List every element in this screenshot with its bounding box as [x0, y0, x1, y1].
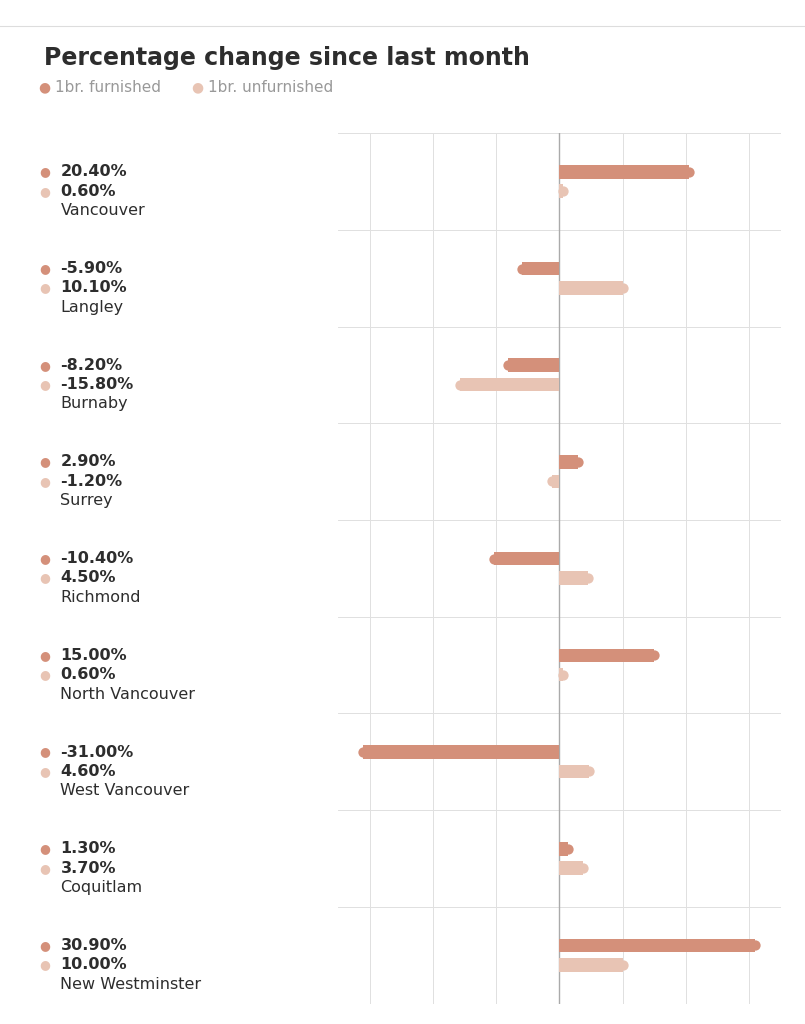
Point: [682, 164, 695, 180]
Bar: [559, 958, 623, 972]
Text: 30.90%: 30.90%: [60, 938, 127, 953]
Text: 1br. unfurnished: 1br. unfurnished: [208, 80, 333, 94]
Text: 4.50%: 4.50%: [60, 570, 116, 586]
Text: North Vancouver: North Vancouver: [60, 686, 196, 701]
Bar: [559, 571, 588, 585]
Text: Surrey: Surrey: [60, 494, 113, 508]
Text: -10.40%: -10.40%: [60, 551, 134, 566]
Point: [557, 667, 570, 683]
Text: ●: ●: [39, 165, 50, 178]
Text: 0.60%: 0.60%: [60, 183, 116, 199]
Bar: [559, 165, 688, 178]
Point: [487, 551, 500, 567]
Text: 1br. furnished: 1br. furnished: [55, 80, 161, 94]
Text: 4.60%: 4.60%: [60, 764, 116, 779]
Point: [561, 841, 574, 857]
Text: -31.00%: -31.00%: [60, 744, 134, 760]
Text: ●: ●: [191, 80, 204, 94]
Point: [357, 743, 369, 760]
Text: ●: ●: [39, 475, 50, 487]
Point: [581, 569, 594, 586]
Text: ●: ●: [39, 552, 50, 565]
Bar: [559, 282, 623, 295]
Text: ●: ●: [39, 669, 50, 681]
Text: Burnaby: Burnaby: [60, 396, 128, 412]
Bar: [559, 455, 578, 469]
Text: -15.80%: -15.80%: [60, 377, 134, 392]
Text: Coquitlam: Coquitlam: [60, 880, 142, 895]
Text: ●: ●: [39, 282, 50, 294]
Text: 0.60%: 0.60%: [60, 668, 116, 682]
Text: Percentage change since last month: Percentage change since last month: [44, 46, 530, 70]
Text: ●: ●: [39, 939, 50, 952]
Text: ●: ●: [39, 571, 50, 585]
Bar: [460, 378, 559, 391]
Text: ●: ●: [39, 745, 50, 759]
Point: [502, 357, 514, 374]
Point: [617, 280, 630, 296]
Bar: [559, 668, 563, 682]
Bar: [559, 842, 568, 856]
Point: [516, 260, 529, 276]
Point: [576, 860, 589, 877]
Text: ●: ●: [39, 184, 50, 198]
Bar: [559, 861, 583, 874]
Text: ●: ●: [39, 358, 50, 372]
Text: ●: ●: [39, 843, 50, 855]
Text: ●: ●: [38, 80, 51, 94]
Point: [546, 473, 559, 489]
Bar: [559, 765, 588, 778]
Text: 15.00%: 15.00%: [60, 648, 127, 663]
Bar: [508, 358, 559, 372]
Bar: [559, 184, 563, 198]
Text: Langley: Langley: [60, 300, 123, 314]
Text: 1.30%: 1.30%: [60, 842, 116, 856]
Point: [749, 937, 762, 953]
Text: ●: ●: [39, 861, 50, 874]
Text: Richmond: Richmond: [60, 590, 141, 605]
Point: [582, 763, 595, 779]
Point: [453, 377, 466, 393]
Text: 10.00%: 10.00%: [60, 957, 127, 973]
Bar: [522, 262, 559, 275]
Bar: [552, 474, 559, 488]
Text: -1.20%: -1.20%: [60, 474, 122, 488]
Text: ●: ●: [39, 958, 50, 972]
Bar: [559, 939, 755, 952]
Text: -8.20%: -8.20%: [60, 357, 122, 373]
Text: -5.90%: -5.90%: [60, 261, 122, 276]
Text: ●: ●: [39, 456, 50, 468]
Text: ●: ●: [39, 765, 50, 778]
Point: [617, 956, 630, 973]
Text: 20.40%: 20.40%: [60, 164, 127, 179]
Bar: [559, 648, 654, 663]
Text: ●: ●: [39, 378, 50, 391]
Text: New Westminster: New Westminster: [60, 977, 201, 991]
Text: 2.90%: 2.90%: [60, 455, 116, 469]
Text: 10.10%: 10.10%: [60, 281, 127, 295]
Text: ●: ●: [39, 649, 50, 662]
Text: 3.70%: 3.70%: [60, 860, 116, 876]
Text: West Vancouver: West Vancouver: [60, 783, 190, 799]
Point: [648, 647, 661, 664]
Text: ●: ●: [39, 262, 50, 275]
Point: [572, 454, 584, 470]
Bar: [493, 552, 559, 565]
Text: Vancouver: Vancouver: [60, 203, 145, 218]
Bar: [363, 745, 559, 759]
Point: [557, 183, 570, 200]
